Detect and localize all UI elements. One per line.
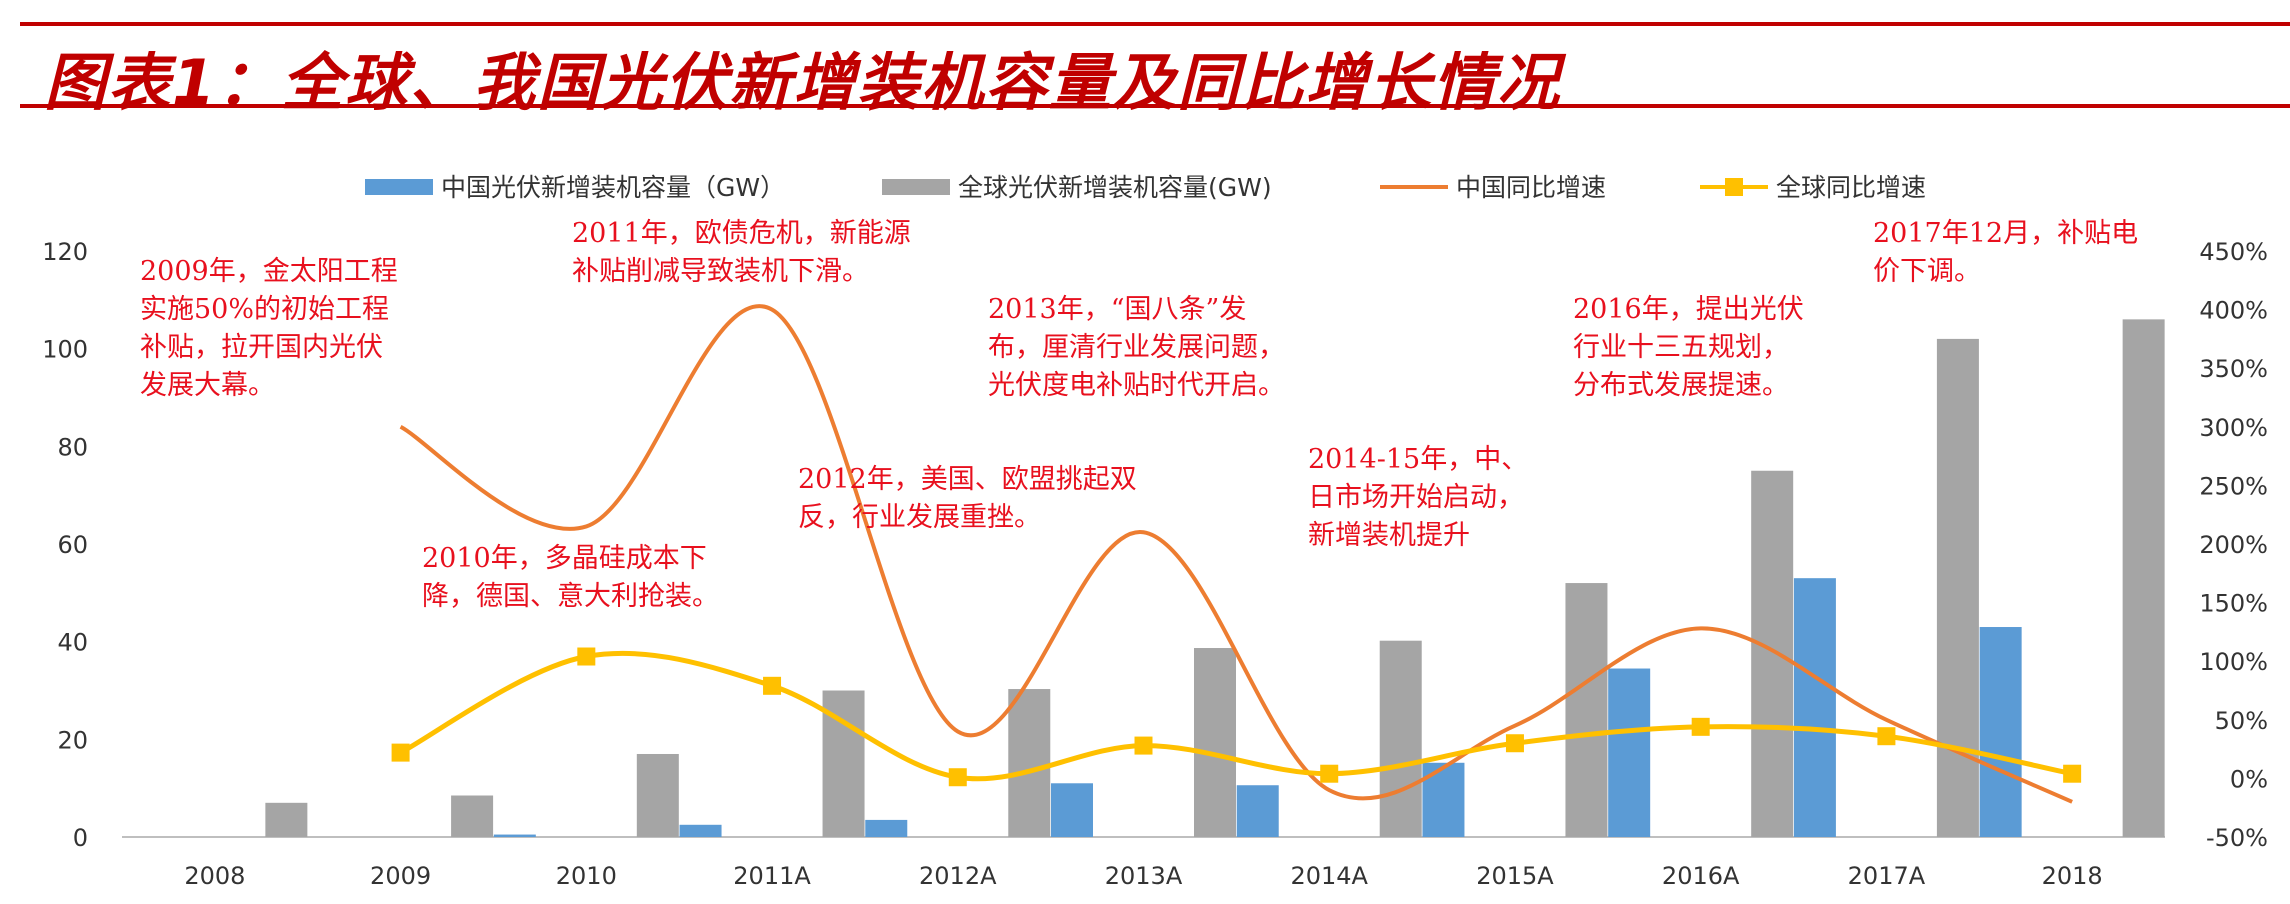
china-bar [1793, 578, 1836, 837]
china-growth-line [399, 304, 2073, 804]
y-left-ticks: 0 20 40 60 80 100 120 [42, 238, 88, 852]
legend-china-bar-swatch [365, 179, 433, 195]
global-growth-marker [948, 768, 967, 787]
global-growth-marker [1320, 764, 1339, 783]
annotation-line: 补贴削减导致装机下滑。 [572, 256, 869, 287]
y-right-tick-label: 0% [2230, 765, 2268, 793]
y-right-tick-label: -50% [2206, 824, 2268, 852]
top-rule [20, 22, 2290, 26]
y-right-tick-label: 200% [2199, 531, 2268, 559]
legend-china-line-label: 中国同比增速 [1456, 173, 1606, 202]
title-rule [20, 104, 2290, 108]
annotation-line: 价下调。 [1873, 256, 1981, 287]
legend-china-bar-label: 中国光伏新增装机容量（GW） [441, 173, 785, 202]
annotation-line: 行业十三五规划， [1573, 332, 1789, 363]
x-tick-label: 2008 [184, 862, 245, 890]
annotation-line: 2016年，提出光伏 [1573, 294, 1804, 325]
global-growth-marker [1134, 736, 1153, 755]
annotation-line: 实施50%的初始工程 [140, 294, 389, 325]
legend-global-line-marker [1725, 178, 1743, 196]
annotation-line: 2017年12月，补贴电 [1873, 218, 2138, 249]
global-bar [1008, 689, 1051, 837]
y-right-tick-label: 50% [2215, 707, 2268, 735]
x-tick-label: 2010 [556, 862, 617, 890]
china-bar [1979, 627, 2022, 837]
y-left-tick-label: 0 [73, 824, 88, 852]
global-growth-marker [577, 647, 596, 666]
annotation-line: 日市场开始启动， [1308, 482, 1524, 513]
x-tick-label: 2012A [919, 862, 997, 890]
china-bar [1236, 785, 1279, 837]
x-tick-label: 2015A [1476, 862, 1554, 890]
annotation-line: 2011年，欧债危机，新能源 [572, 218, 911, 249]
y-left-tick-label: 80 [57, 433, 88, 461]
y-left-tick-label: 120 [42, 238, 88, 266]
global-growth-marker [1877, 727, 1896, 746]
y-left-tick-label: 40 [57, 629, 88, 657]
global-growth-line [399, 650, 2073, 782]
x-tick-label: 2016A [1662, 862, 1740, 890]
china-bar [865, 819, 908, 837]
y-right-tick-label: 300% [2199, 414, 2268, 442]
y-left-tick-label: 20 [57, 726, 88, 754]
y-right-tick-label: 350% [2199, 355, 2268, 383]
annotation-line: 2009年，金太阳工程 [140, 256, 398, 287]
annotation-line: 降，德国、意大利抢装。 [422, 581, 719, 612]
y-right-tick-label: 100% [2199, 648, 2268, 676]
x-tick-label: 2013A [1105, 862, 1183, 890]
annotation-line: 2010年，多晶硅成本下 [422, 543, 707, 574]
china-bar [1422, 762, 1465, 837]
china-bar [1051, 783, 1093, 837]
global-bar [1194, 648, 1236, 837]
global-growth-marker [1691, 717, 1710, 736]
y-right-tick-label: 450% [2199, 238, 2268, 266]
annotation-line: 光伏度电补贴时代开启。 [988, 370, 1285, 401]
global-growth-marker [1505, 734, 1524, 753]
global-growth-marker [2063, 764, 2082, 783]
china-bar [679, 824, 722, 837]
global-growth-marker [763, 676, 782, 695]
global-bar [451, 795, 494, 837]
global-bar [1565, 583, 1608, 837]
legend-global-line-label: 全球同比增速 [1776, 173, 1926, 202]
header: 图表1：全球、我国光伏新增装机容量及同比增长情况 [0, 0, 2290, 119]
global-bar [636, 753, 679, 837]
annotation-line: 反，行业发展重挫。 [798, 502, 1041, 533]
annotation-line: 发展大幕。 [140, 370, 275, 401]
x-tick-label: 2017A [1848, 862, 1926, 890]
annotation-line: 补贴，拉开国内光伏 [140, 332, 383, 363]
annotation-line: 2012年，美国、欧盟挑起双 [798, 464, 1137, 495]
annotation-line: 2014-15年，中、 [1308, 444, 1528, 475]
global-bar [1379, 640, 1422, 837]
legend-global-bar-label: 全球光伏新增装机容量(GW) [958, 173, 1272, 202]
global-bar [1936, 338, 1979, 837]
legend-global-bar-swatch [882, 179, 950, 195]
china-bar [493, 834, 536, 837]
bars [265, 319, 2165, 837]
x-tick-label: 2014A [1290, 862, 1368, 890]
annotation-line: 布，厘清行业发展问题， [988, 332, 1285, 363]
annotation-line: 2013年，“国八条”发 [988, 294, 1246, 325]
global-bar [2122, 319, 2165, 837]
x-tick-label: 2011A [733, 862, 811, 890]
y-left-tick-label: 60 [57, 531, 88, 559]
annotation-line: 新增装机提升 [1308, 520, 1470, 551]
global-growth-marker [391, 743, 410, 762]
x-ticks: 2008 2009 2010 2011A 2012A 2013A 2014A 2015A 201… [184, 862, 2102, 890]
annotation-line: 分布式发展提速。 [1573, 370, 1789, 401]
china-bar [1608, 668, 1651, 837]
legend: 中国光伏新增装机容量（GW） 全球光伏新增装机容量(GW) 中国同比增速 全球同比增速 [365, 173, 1926, 202]
x-tick-label: 2018 [2042, 862, 2103, 890]
global-bar [1751, 470, 1794, 837]
y-right-tick-label: 250% [2199, 472, 2268, 500]
global-bar [265, 802, 308, 837]
y-right-tick-label: 150% [2199, 590, 2268, 618]
lines [391, 304, 2082, 804]
x-tick-label: 2009 [370, 862, 431, 890]
y-right-tick-label: 400% [2199, 297, 2268, 325]
y-left-tick-label: 100 [42, 336, 88, 364]
y-right-ticks: -50% 0% 50% 100% 150% 200% 250% 300% 350% 400% 450… [2199, 238, 2268, 852]
